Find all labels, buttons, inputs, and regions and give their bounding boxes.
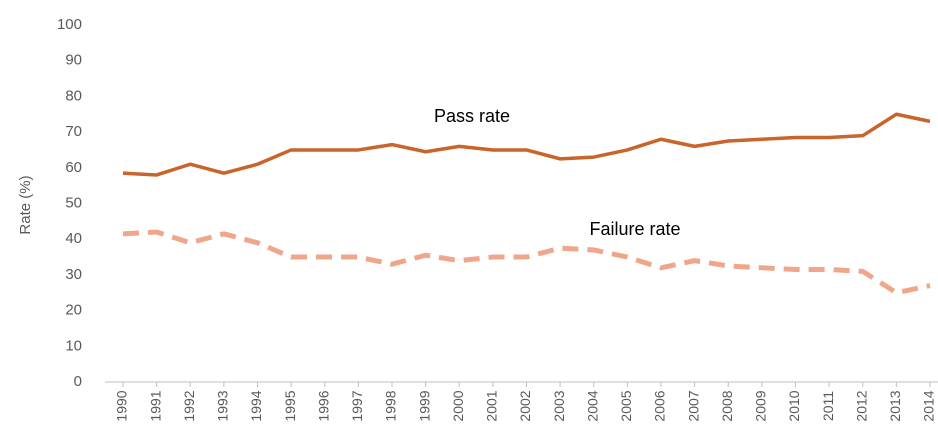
y-tick-label: 100 — [57, 16, 82, 33]
x-tick-label: 2008 — [719, 390, 735, 421]
series-line — [122, 112, 931, 177]
x-tick-label: 1999 — [416, 390, 432, 421]
x-tick-label: 1992 — [181, 390, 197, 421]
y-tick-label: 60 — [65, 159, 82, 176]
series-line — [122, 229, 931, 296]
x-tick-label: 1993 — [215, 390, 231, 421]
x-tick-label: 1994 — [248, 390, 264, 421]
y-tick-label: 0 — [74, 373, 82, 390]
annotation: Pass rate — [434, 106, 510, 126]
x-tick-label: 2011 — [820, 391, 836, 421]
x-tick-label: 2010 — [786, 390, 802, 421]
x-tick-label: 2003 — [551, 390, 567, 421]
x-tick-label: 1996 — [315, 390, 331, 421]
y-tick-label: 40 — [65, 230, 82, 247]
x-tick-label: 2000 — [450, 390, 466, 421]
x-tick-label: 1995 — [282, 390, 298, 421]
y-tick-label: 50 — [65, 194, 82, 211]
y-axis-label: Rate (%) — [17, 175, 34, 234]
y-tick-label: 70 — [65, 123, 82, 140]
x-tick-label: 2007 — [685, 390, 701, 421]
x-tick-label: 1991 — [147, 390, 163, 421]
y-tick-label: 20 — [65, 302, 82, 319]
y-tick-label: 10 — [65, 337, 82, 354]
x-tick-label: 1990 — [114, 390, 130, 421]
x-tick-label: 1997 — [349, 390, 365, 421]
x-tick-label: 2001 — [484, 390, 500, 421]
x-tick-label: 2002 — [517, 390, 533, 421]
x-tick-label: 2006 — [652, 390, 668, 421]
x-tick-label: 2004 — [584, 390, 600, 421]
x-tick-label: 2005 — [618, 390, 634, 421]
y-tick-label: 80 — [65, 87, 82, 104]
x-tick-label: 2013 — [887, 390, 903, 421]
y-tick-label: 90 — [65, 52, 82, 69]
x-tick-label: 2009 — [753, 390, 769, 421]
x-tick-label: 2014 — [921, 390, 937, 421]
x-tick-label: 1998 — [383, 390, 399, 421]
y-tick-label: 30 — [65, 266, 82, 283]
x-tick-label: 2012 — [853, 390, 869, 421]
annotation: Failure rate — [589, 219, 680, 239]
